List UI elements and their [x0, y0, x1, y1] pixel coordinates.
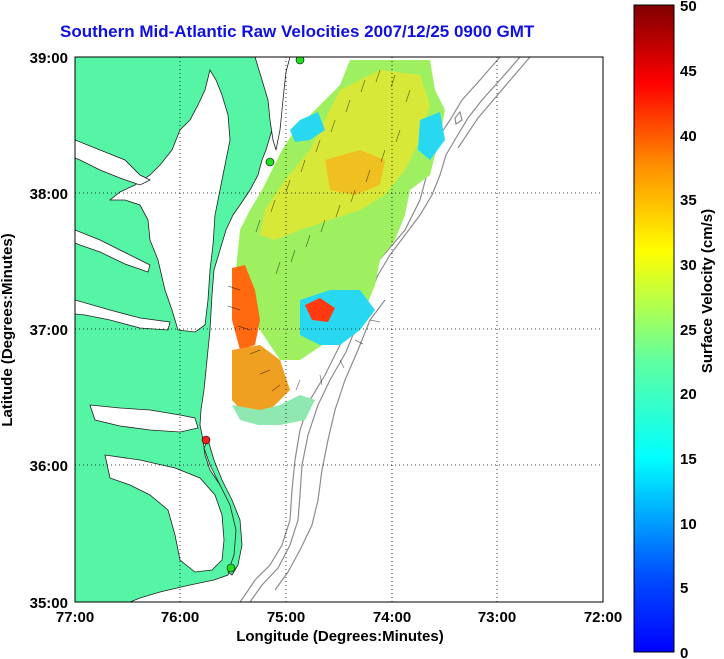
x-tick: 73:00	[478, 609, 516, 626]
delaware-bay	[254, 57, 291, 151]
y-axis-label: Latitude (Degrees:Minutes)	[0, 233, 16, 426]
colorbar-tick: 25	[680, 322, 697, 339]
station-marker-4	[226, 563, 236, 573]
x-tick: 74:00	[373, 609, 411, 626]
station-marker-3	[201, 435, 211, 445]
map-title: Southern Mid-Atlantic Raw Velocities 200…	[60, 22, 535, 41]
x-tick-labels: 77:00 76:00 75:00 74:00 73:00 72:00	[56, 609, 622, 626]
y-tick: 35:00	[30, 595, 68, 612]
outer-banks	[203, 438, 243, 576]
plot-frame	[74, 56, 604, 603]
colorbar-tick: 20	[680, 386, 697, 403]
station-marker-2	[265, 157, 275, 167]
colorbar-ticks: 50 45 40 35 30 25 20 15 10 5 0	[680, 0, 697, 659]
y-tick: 37:00	[30, 322, 68, 339]
colorbar-tick: 15	[680, 451, 697, 468]
x-axis-label: Longitude (Degrees:Minutes)	[236, 628, 444, 645]
rivers-south	[75, 229, 171, 331]
colorbar-tick: 0	[680, 645, 688, 659]
velocity-arrows	[227, 69, 411, 392]
colorbar-tick: 35	[680, 192, 697, 209]
x-tick: 72:00	[584, 609, 622, 626]
x-tick: 75:00	[267, 609, 305, 626]
chesapeake-bay	[108, 68, 231, 333]
colorbar	[633, 4, 675, 653]
y-tick: 38:00	[30, 186, 68, 203]
albemarle-sound	[89, 404, 225, 573]
station-marker-1	[295, 57, 305, 65]
colorbar-tick: 50	[680, 0, 697, 15]
y-tick-labels: 39:00 38:00 37:00 36:00 35:00	[30, 50, 68, 612]
colorbar-label: Surface Velocity (cm/s)	[699, 209, 716, 373]
potomac-river	[75, 139, 151, 186]
x-tick: 77:00	[56, 609, 94, 626]
y-tick: 39:00	[30, 50, 68, 67]
colorbar-tick: 30	[680, 257, 697, 274]
velocity-field	[232, 60, 445, 425]
x-tick: 76:00	[161, 609, 199, 626]
gridlines	[75, 57, 603, 602]
colorbar-tick: 10	[680, 516, 697, 533]
colorbar-tick: 40	[680, 128, 697, 145]
colorbar-tick: 5	[680, 580, 688, 597]
colorbar-tick: 45	[680, 63, 697, 80]
y-tick: 36:00	[30, 458, 68, 475]
